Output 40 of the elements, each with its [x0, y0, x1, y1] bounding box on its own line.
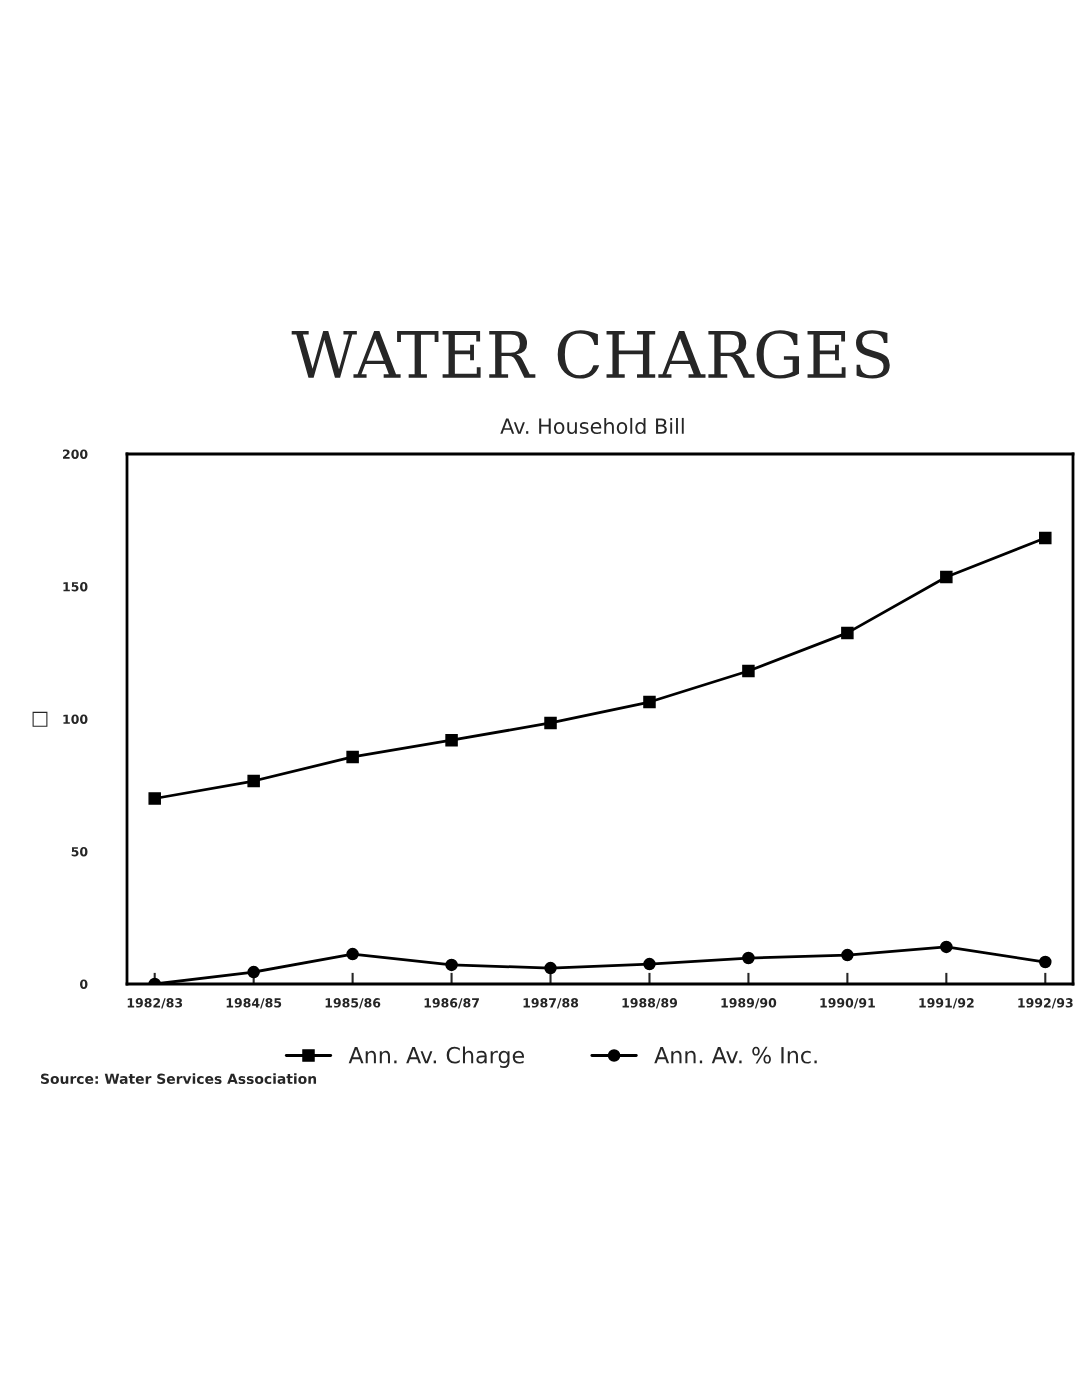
point: [643, 957, 656, 971]
y-tick-label: 50: [71, 846, 88, 857]
legend-label: Ann. Av. Charge: [348, 1046, 525, 1068]
point: [148, 792, 161, 805]
point: [445, 733, 458, 747]
point: [643, 695, 656, 709]
y-axis-title: □: [32, 711, 48, 727]
y-tick-label: 0: [80, 979, 88, 989]
point: [346, 750, 359, 764]
x-tick-label: 1987/88: [523, 998, 579, 1009]
point: [940, 940, 953, 954]
x-tick-label: 1982/83: [127, 998, 183, 1009]
source-note: Source: Water Services Association: [41, 1073, 317, 1085]
x-tick-label: 1991/92: [919, 998, 974, 1009]
point: [247, 774, 260, 788]
legend-label: Ann. Av. % Inc.: [654, 1046, 817, 1064]
point: [247, 965, 260, 979]
x-tick-label: 1985/86: [325, 998, 381, 1009]
point: [544, 716, 557, 730]
point: [742, 951, 755, 965]
point: [940, 570, 953, 584]
point: [445, 958, 458, 972]
point: [841, 626, 854, 640]
x-tick-label: 1990/91: [820, 998, 875, 1009]
x-tick-label: 1992/93: [1018, 998, 1073, 1009]
point: [1039, 531, 1052, 545]
point: [841, 948, 854, 962]
point: [1039, 955, 1052, 969]
chart-title: WATER CHARGES: [291, 330, 890, 379]
x-tick-label: 1984/85: [226, 998, 282, 1009]
y-tick-label: 100: [63, 714, 88, 724]
x-tick-label: 1988/89: [622, 998, 678, 1009]
x-tick-label: 1989/90: [721, 998, 777, 1009]
point: [544, 961, 557, 975]
y-tick-label: 150: [63, 581, 88, 592]
x-tick-label: 1986/87: [424, 998, 479, 1009]
point: [346, 947, 359, 961]
y-tick-label: 200: [63, 449, 88, 459]
chart-subtitle: Av. Household Bill: [500, 417, 684, 435]
point: [742, 664, 755, 678]
